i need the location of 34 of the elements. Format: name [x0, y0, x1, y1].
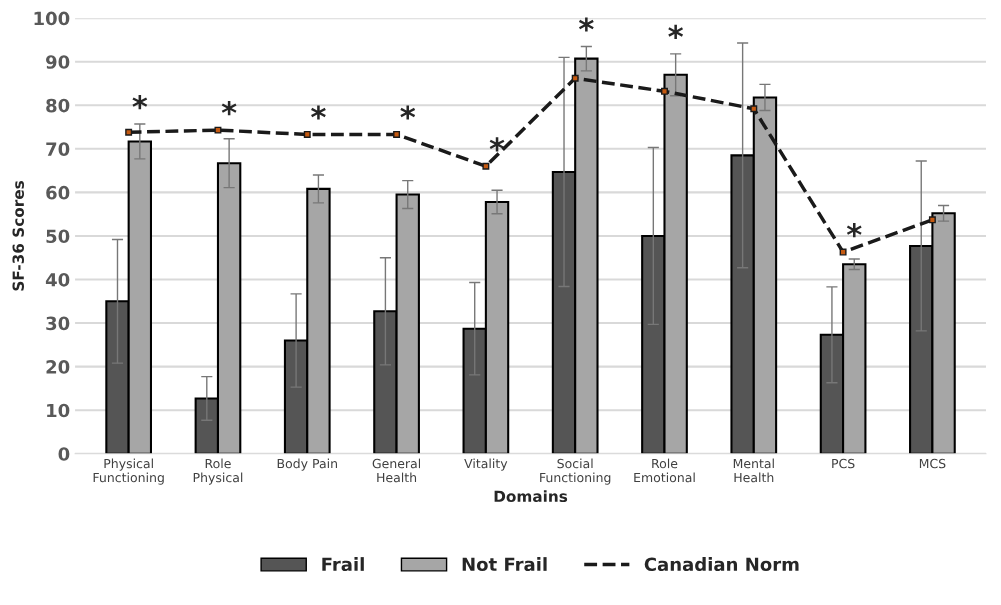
y-tick-label: 0	[58, 447, 70, 461]
annotation: *	[311, 105, 326, 120]
y-tick-label: 60	[46, 185, 70, 200]
y-tick-label: 30	[46, 316, 70, 331]
y-tick-label: 100	[34, 11, 70, 26]
x-tick-label: Physical Functioning	[93, 458, 164, 485]
x-tick-label: Body Pain	[277, 458, 337, 471]
x-tick-label: Vitality	[464, 458, 508, 471]
y-tick-label: 40	[45, 272, 70, 287]
y-tick-label: 10	[47, 403, 70, 418]
x-tick-label: Social Functioning	[540, 458, 611, 485]
y-tick-label: 90	[46, 55, 70, 69]
x-tick-label: PCS	[832, 458, 855, 469]
x-tick-label: Role Emotional	[634, 458, 695, 483]
x-tick-label: Role Physical	[193, 458, 243, 485]
y-axis-title: SF-36 Scores	[12, 180, 25, 291]
annotation: *	[578, 17, 594, 32]
annotation: *	[668, 24, 684, 40]
x-tick-label: Mental Health	[733, 458, 774, 483]
annotation: *	[400, 105, 416, 120]
x-tick-label: General Health	[372, 458, 421, 483]
legend-label: Canadian Norm	[644, 557, 799, 572]
annotation: *	[846, 223, 862, 238]
legend-label: Frail	[322, 557, 364, 572]
annotation: *	[132, 94, 148, 110]
y-tick-label: 80	[46, 98, 70, 113]
y-tick-label: 50	[46, 229, 70, 244]
x-axis-title: Domains	[494, 490, 568, 503]
y-tick-label: 70	[46, 142, 70, 156]
x-tick-label: MCS	[919, 458, 946, 469]
y-tick-label: 20	[46, 360, 70, 374]
annotation: *	[221, 101, 237, 116]
annotation: *	[489, 137, 505, 152]
legend-label: Not Frail	[462, 557, 547, 572]
